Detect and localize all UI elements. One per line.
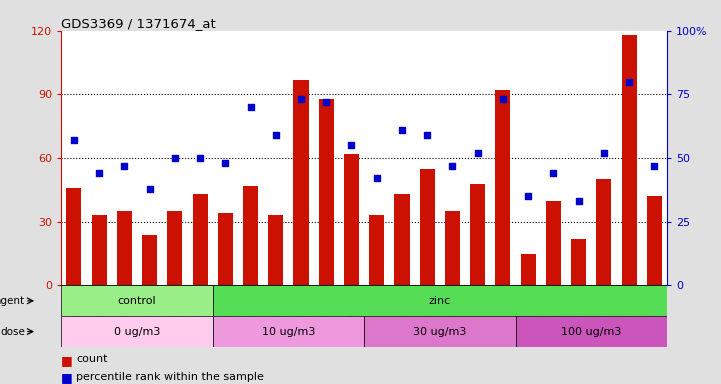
- Bar: [319, 99, 334, 285]
- Bar: [495, 90, 510, 285]
- Text: 0 ug/m3: 0 ug/m3: [114, 326, 160, 336]
- Bar: [516, 316, 667, 347]
- Text: 30 ug/m3: 30 ug/m3: [413, 326, 466, 336]
- Point: [649, 163, 660, 169]
- Point: [548, 170, 559, 176]
- Bar: [193, 194, 208, 285]
- Point: [296, 96, 307, 103]
- Bar: [92, 215, 107, 285]
- Text: zinc: zinc: [429, 296, 451, 306]
- Bar: [61, 285, 213, 316]
- Point: [497, 96, 509, 103]
- Point: [270, 132, 282, 138]
- Text: 10 ug/m3: 10 ug/m3: [262, 326, 315, 336]
- Point: [94, 170, 105, 176]
- Point: [371, 175, 383, 182]
- Point: [220, 160, 231, 166]
- Point: [321, 99, 332, 105]
- Bar: [243, 186, 258, 285]
- Point: [397, 127, 408, 133]
- Text: ■: ■: [61, 354, 73, 367]
- Bar: [394, 194, 410, 285]
- Bar: [546, 200, 561, 285]
- Bar: [622, 35, 637, 285]
- Text: GDS3369 / 1371674_at: GDS3369 / 1371674_at: [61, 17, 216, 30]
- Point: [624, 79, 635, 85]
- Text: ■: ■: [61, 372, 73, 384]
- Bar: [445, 211, 460, 285]
- Bar: [293, 79, 309, 285]
- Text: percentile rank within the sample: percentile rank within the sample: [76, 372, 265, 382]
- Text: agent: agent: [0, 296, 25, 306]
- Bar: [213, 285, 667, 316]
- Point: [421, 132, 433, 138]
- Bar: [213, 316, 364, 347]
- Point: [598, 150, 610, 156]
- Bar: [596, 179, 611, 285]
- Bar: [66, 188, 81, 285]
- Point: [144, 185, 156, 192]
- Text: control: control: [118, 296, 156, 306]
- Bar: [470, 184, 485, 285]
- Bar: [61, 316, 213, 347]
- Point: [195, 155, 206, 161]
- Point: [118, 163, 131, 169]
- Bar: [268, 215, 283, 285]
- Bar: [344, 154, 359, 285]
- Bar: [647, 196, 662, 285]
- Bar: [369, 215, 384, 285]
- Bar: [420, 169, 435, 285]
- Bar: [521, 253, 536, 285]
- Point: [447, 163, 459, 169]
- Bar: [167, 211, 182, 285]
- Point: [169, 155, 181, 161]
- Bar: [364, 316, 516, 347]
- Bar: [117, 211, 132, 285]
- Point: [522, 193, 534, 199]
- Text: dose: dose: [0, 326, 25, 336]
- Point: [573, 198, 585, 204]
- Point: [245, 104, 257, 110]
- Bar: [142, 235, 157, 285]
- Bar: [218, 213, 233, 285]
- Point: [346, 142, 358, 149]
- Point: [472, 150, 484, 156]
- Text: 100 ug/m3: 100 ug/m3: [561, 326, 622, 336]
- Text: count: count: [76, 354, 108, 364]
- Point: [68, 137, 80, 143]
- Bar: [571, 239, 586, 285]
